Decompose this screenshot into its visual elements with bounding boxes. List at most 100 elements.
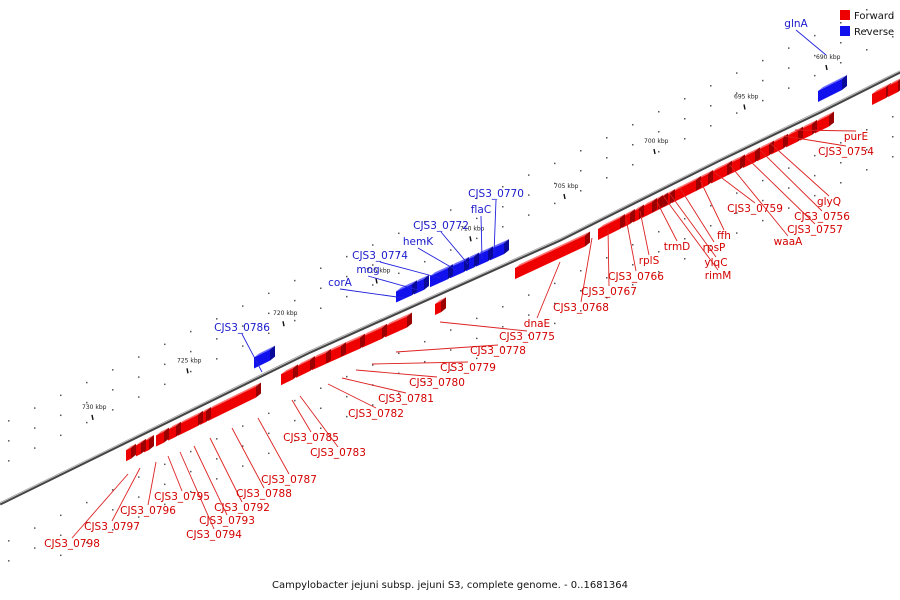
track-dot xyxy=(8,440,10,442)
track-dot xyxy=(242,305,244,307)
gene-block-top xyxy=(362,323,387,337)
gene-label-cjs3-0770[interactable]: CJS3_0770 xyxy=(468,188,524,200)
gene-label-cjs3-0785[interactable]: CJS3_0785 xyxy=(283,432,339,444)
gene-label-cjs3-0778[interactable]: CJS3_0778 xyxy=(470,345,526,357)
track-dot xyxy=(164,363,166,366)
track-dot xyxy=(840,42,842,44)
leader-line xyxy=(713,171,756,204)
gene-label-glyq[interactable]: glyQ xyxy=(817,196,841,208)
gene-label-waaa[interactable]: waaA xyxy=(774,236,803,248)
gene-label-cjs3-0759[interactable]: CJS3_0759 xyxy=(727,203,783,215)
leader-line xyxy=(241,333,263,373)
track-dot xyxy=(632,264,634,266)
track-dot xyxy=(658,251,660,253)
track-dot xyxy=(502,205,504,208)
gene-label-cjs3-0766[interactable]: CJS3_0766 xyxy=(608,271,664,283)
legend-forward-label: Forward xyxy=(854,11,894,22)
gene-label-cjs3-0779[interactable]: CJS3_0779 xyxy=(440,362,496,374)
gene-label-cjs3-0795[interactable]: CJS3_0795 xyxy=(154,491,210,503)
track-dot xyxy=(866,129,868,131)
track-dot xyxy=(424,340,426,343)
track-dot xyxy=(60,394,62,397)
leader-line xyxy=(769,142,830,197)
track-dot xyxy=(528,174,530,176)
gene-label-cjs3-0793[interactable]: CJS3_0793 xyxy=(199,515,255,527)
track-dot xyxy=(866,149,868,151)
gene-label-cjs3-0768[interactable]: CJS3_0768 xyxy=(553,302,609,314)
leader-line xyxy=(607,227,610,287)
gene-label-mog[interactable]: mog xyxy=(356,264,379,276)
track-dot xyxy=(268,332,270,335)
track-dot xyxy=(632,124,634,126)
track-dot xyxy=(788,187,790,189)
track-dot xyxy=(8,540,10,542)
gene-label-rpsp[interactable]: rpsP xyxy=(703,242,726,254)
track-dot xyxy=(840,142,842,144)
gene-label-glna[interactable]: glnA xyxy=(784,18,808,30)
gene-label-ylqc[interactable]: ylqC xyxy=(704,257,727,269)
gene-label-cjs3-0786[interactable]: CJS3_0786 xyxy=(214,322,270,334)
track-dot xyxy=(372,364,374,366)
gene-block-side xyxy=(842,75,847,90)
gene-label-cjs3-0754[interactable]: CJS3_0754 xyxy=(818,146,874,158)
gene-label-cjs3-0794[interactable]: CJS3_0794 xyxy=(186,529,242,541)
gene-block-side xyxy=(727,160,732,176)
track-dot xyxy=(450,249,452,251)
gene-label-cjs3-0782[interactable]: CJS3_0782 xyxy=(348,408,404,420)
gene-label-cora[interactable]: corA xyxy=(328,277,353,289)
gene-block-side xyxy=(326,348,331,364)
gene-block-top xyxy=(515,231,590,269)
gene-block-side xyxy=(488,246,493,262)
tick-label: 720 kbp xyxy=(273,310,298,317)
gene-label-cjs3-0772[interactable]: CJS3_0772 xyxy=(413,220,469,232)
gene-label-cjs3-0796[interactable]: CJS3_0796 xyxy=(120,505,176,517)
gene-label-dnae[interactable]: dnaE xyxy=(524,318,550,330)
track-dot xyxy=(814,34,816,37)
track-dot xyxy=(632,284,634,286)
leader-line xyxy=(167,455,183,492)
track-dot xyxy=(554,282,556,285)
track-dot xyxy=(814,74,816,77)
track-dot xyxy=(86,501,88,504)
track-dot xyxy=(788,47,790,49)
gene-label-rpls[interactable]: rplS xyxy=(639,255,660,267)
track-dot xyxy=(840,182,842,184)
track-dot xyxy=(320,267,322,270)
gene-label-cjs3-0783[interactable]: CJS3_0783 xyxy=(310,447,366,459)
gene-label-cjs3-0775[interactable]: CJS3_0775 xyxy=(499,331,555,343)
gene-label-trmd[interactable]: trmD xyxy=(664,241,691,253)
gene-block-top xyxy=(414,274,429,284)
gene-block-top xyxy=(396,280,417,292)
track-dot xyxy=(528,214,530,216)
track-dot xyxy=(164,383,166,386)
gene-block-side xyxy=(206,406,211,422)
gene-label-cjs3-0780[interactable]: CJS3_0780 xyxy=(409,377,465,389)
gene-label-rimm[interactable]: rimM xyxy=(705,270,732,282)
gene-label-hemk[interactable]: hemK xyxy=(403,236,434,248)
gene-label-cjs3-0797[interactable]: CJS3_0797 xyxy=(84,521,140,533)
track-dot xyxy=(190,330,192,333)
gene-label-ffh[interactable]: ffh xyxy=(717,230,731,242)
track-dot xyxy=(60,554,62,557)
gene-label-cjs3-0781[interactable]: CJS3_0781 xyxy=(378,393,434,405)
leader-line xyxy=(193,445,228,516)
gene-label-cjs3-0756[interactable]: CJS3_0756 xyxy=(794,211,850,223)
gene-label-cjs3-0792[interactable]: CJS3_0792 xyxy=(214,502,270,514)
gene-block-top xyxy=(254,345,275,358)
track-dot xyxy=(580,190,582,192)
gene-label-cjs3-0787[interactable]: CJS3_0787 xyxy=(261,474,317,486)
track-dot xyxy=(294,419,296,422)
track-dots xyxy=(8,9,894,562)
gene-label-cjs3-0788[interactable]: CJS3_0788 xyxy=(236,488,292,500)
gene-label-cjs3-0798[interactable]: CJS3_0798 xyxy=(44,538,100,550)
gene-label-flac[interactable]: flaC xyxy=(471,204,491,216)
track-dot xyxy=(762,59,764,62)
leader-line xyxy=(367,275,419,291)
gene-label-pure[interactable]: purE xyxy=(844,131,868,143)
track-dot xyxy=(372,404,374,406)
gene-label-cjs3-0757[interactable]: CJS3_0757 xyxy=(787,224,843,236)
gene-block-side xyxy=(639,204,644,220)
track-dot xyxy=(8,420,10,422)
gene-label-cjs3-0774[interactable]: CJS3_0774 xyxy=(352,250,408,262)
gene-label-cjs3-0767[interactable]: CJS3_0767 xyxy=(581,286,637,298)
